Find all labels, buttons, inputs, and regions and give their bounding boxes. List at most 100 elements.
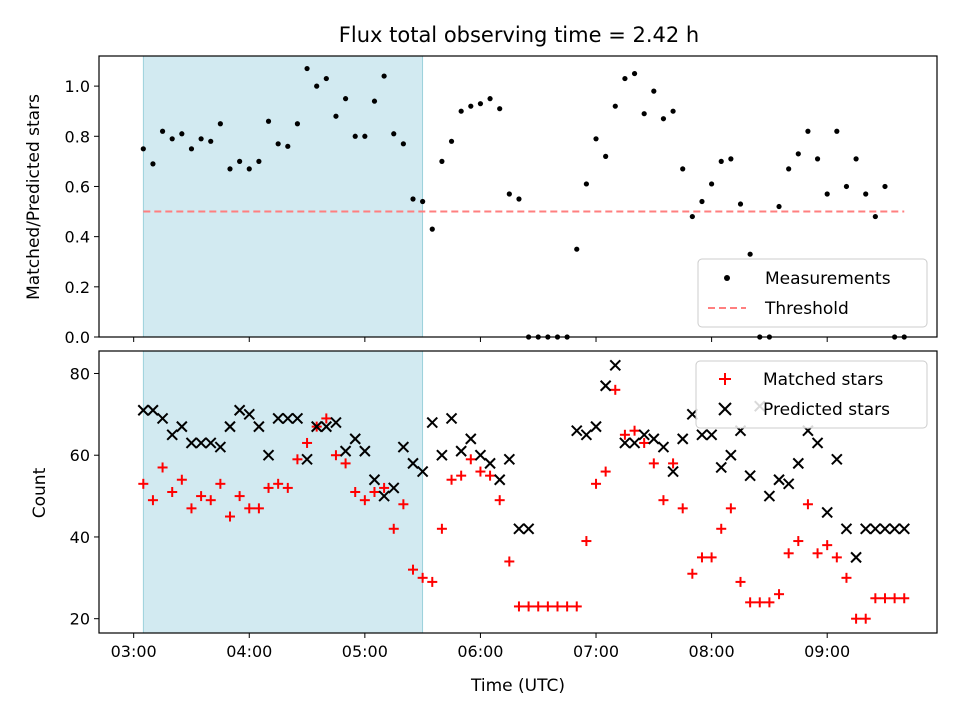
measurement-point: [853, 156, 859, 162]
matched-star-point: [860, 613, 871, 624]
measurement-point: [391, 131, 397, 137]
predicted-star-point: [677, 433, 689, 445]
matched-star-point: [253, 503, 264, 514]
predicted-star-point: [773, 474, 785, 486]
matched-star-point: [340, 458, 351, 469]
measurement-point: [651, 88, 657, 94]
matched-star-point: [494, 495, 505, 506]
measurement-point: [188, 146, 195, 152]
measurement-point: [824, 191, 830, 197]
predicted-star-point: [185, 437, 198, 449]
measurement-point: [458, 108, 464, 114]
measurement-point: [863, 191, 869, 197]
measurement-point: [814, 156, 821, 162]
matched-star-point: [610, 384, 621, 395]
matched-star-point: [899, 593, 910, 604]
predicted-stars-points: [137, 359, 910, 564]
y-tick-label: 40: [70, 528, 90, 547]
measurement-point: [737, 201, 744, 207]
measurement-point: [275, 141, 281, 147]
predicted-star-point: [715, 461, 727, 474]
measurement-point: [497, 106, 503, 112]
matched-star-point: [398, 499, 409, 510]
measurement-point: [439, 158, 445, 164]
measurement-point: [333, 113, 339, 119]
predicted-star-point: [571, 424, 583, 437]
predicted-star-point: [224, 420, 236, 433]
measurement-point: [314, 83, 320, 89]
legend-matched-label: Matched stars: [763, 370, 883, 390]
matched-star-point: [725, 503, 736, 514]
matched-star-point: [600, 466, 611, 477]
matched-star-point: [668, 458, 679, 469]
matched-star-point: [224, 511, 235, 522]
matched-star-point: [696, 552, 707, 563]
matched-star-point: [196, 491, 207, 502]
predicted-star-point: [860, 523, 872, 535]
measurement-point: [805, 128, 811, 134]
matched-stars-points: [138, 384, 910, 624]
predicted-star-point: [503, 453, 516, 466]
predicted-star-point: [233, 404, 246, 416]
predicted-star-point: [455, 445, 467, 457]
measurement-point: [612, 103, 618, 109]
predicted-star-point: [166, 429, 178, 441]
measurement-point: [593, 136, 599, 142]
measurement-point: [198, 136, 204, 142]
predicted-star-point: [648, 433, 660, 445]
matched-star-point: [408, 564, 419, 575]
matched-star-point: [802, 499, 813, 510]
measurement-point: [208, 138, 214, 144]
matched-star-point: [783, 548, 794, 559]
matched-star-point: [831, 552, 842, 563]
predicted-star-point: [195, 437, 207, 449]
predicted-star-point: [349, 433, 361, 445]
matched-star-point: [157, 462, 168, 473]
predicted-star-point: [282, 412, 294, 425]
predicted-star-point: [763, 490, 776, 502]
matched-star-point: [475, 466, 486, 477]
matched-star-point: [504, 556, 515, 567]
x-tick-label: 05:00: [342, 642, 388, 661]
matched-star-point: [619, 429, 630, 440]
measurement-point: [699, 198, 705, 205]
measurement-point: [304, 65, 310, 72]
predicted-star-point: [599, 380, 612, 392]
y-tick-label: 80: [70, 364, 90, 383]
top-y-axis-label: Matched/Predicted stars: [24, 94, 44, 300]
x-tick-label: 03:00: [111, 642, 157, 661]
x-tick-label: 09:00: [804, 642, 850, 661]
matched-star-point: [542, 601, 553, 612]
predicted-star-point: [214, 441, 227, 453]
measurement-point: [718, 158, 724, 164]
matched-star-point: [176, 474, 187, 485]
matched-star-point: [735, 576, 746, 587]
measurement-point: [882, 183, 888, 190]
predicted-star-point: [474, 449, 487, 461]
predicted-star-point: [869, 523, 882, 535]
predicted-star-point: [513, 523, 525, 535]
matched-star-point: [446, 474, 457, 485]
x-tick-label: 06:00: [457, 642, 503, 661]
matched-star-point: [436, 523, 447, 534]
predicted-star-point: [156, 412, 169, 425]
matched-star-point: [234, 491, 245, 502]
top-x-ticks: [133, 337, 828, 342]
predicted-star-point: [301, 453, 313, 466]
bottom-panel: 03:00 04:00 05:00 06:00 07:00 08:00 09:00 20 40…: [30, 350, 938, 696]
y-tick-label: 20: [70, 610, 90, 629]
predicted-star-point: [696, 429, 708, 441]
measurement-point: [747, 251, 753, 257]
measurement-point: [237, 158, 243, 164]
matched-star-point: [485, 470, 496, 481]
predicted-star-point: [840, 523, 853, 535]
predicted-star-point: [320, 420, 333, 433]
predicted-star-point: [205, 437, 217, 449]
x-tick-label: 07:00: [573, 642, 619, 661]
predicted-star-point: [147, 404, 159, 416]
measurement-point: [381, 73, 387, 79]
matched-star-point: [456, 470, 467, 481]
matched-star-point: [677, 503, 688, 514]
predicted-star-point: [330, 416, 342, 429]
